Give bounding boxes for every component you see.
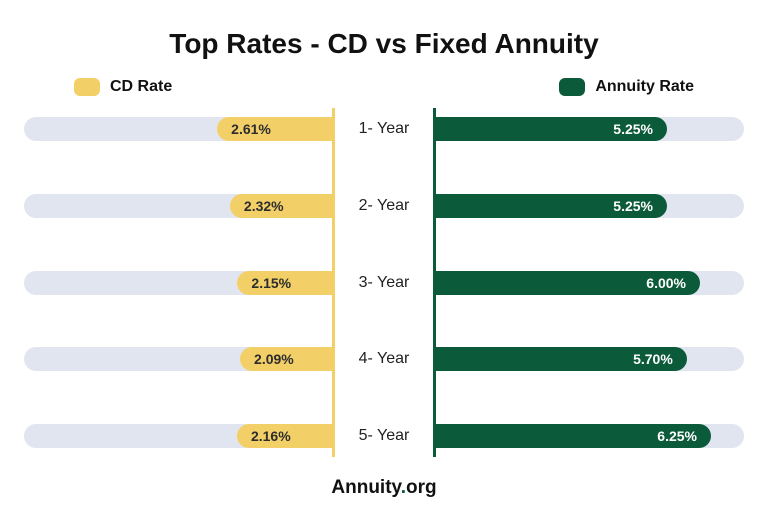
chart-title: Top Rates - CD vs Fixed Annuity: [24, 28, 744, 60]
legend-swatch-annuity: [559, 78, 585, 96]
year-label: 2- Year: [332, 197, 436, 215]
cd-rate-value: 2.32%: [244, 198, 284, 214]
footer-brand: Annuity.org: [24, 477, 744, 499]
annuity-rate-bar: 5.25%: [436, 194, 667, 218]
bar-side-right: 5.25%: [436, 191, 744, 221]
cd-rate-value: 2.09%: [254, 351, 294, 367]
cd-rate-bar: 2.61%: [217, 117, 332, 141]
diverging-bar-chart: 2.61% 1- Year 5.25% 2.32% 2- Year 5.25% 2.15% 3…: [24, 114, 744, 461]
annuity-rate-bar: 5.70%: [436, 347, 687, 371]
year-label: 1- Year: [332, 120, 436, 138]
axis-line-left: [332, 108, 335, 457]
legend-item-cd: CD Rate: [74, 78, 172, 96]
year-label: 5- Year: [332, 427, 436, 445]
chart-row: 2.32% 2- Year 5.25%: [24, 191, 744, 221]
bar-side-right: 5.25%: [436, 114, 744, 144]
year-label: 3- Year: [332, 274, 436, 292]
annuity-rate-value: 5.25%: [613, 121, 653, 137]
annuity-rate-bar: 6.25%: [436, 424, 711, 448]
cd-rate-bar: 2.32%: [230, 194, 332, 218]
cd-rate-value: 2.61%: [231, 121, 271, 137]
annuity-rate-value: 6.25%: [657, 428, 697, 444]
brand-tld: org: [406, 477, 437, 498]
bar-side-right: 6.25%: [436, 421, 744, 451]
annuity-rate-value: 5.70%: [633, 351, 673, 367]
legend-item-annuity: Annuity Rate: [559, 78, 694, 96]
bar-side-left: 2.32%: [24, 191, 332, 221]
bar-side-right: 5.70%: [436, 344, 744, 374]
annuity-rate-value: 5.25%: [613, 198, 653, 214]
chart-row: 2.16% 5- Year 6.25%: [24, 421, 744, 451]
bar-side-right: 6.00%: [436, 268, 744, 298]
bar-side-left: 2.09%: [24, 344, 332, 374]
cd-rate-bar: 2.16%: [237, 424, 332, 448]
bar-side-left: 2.16%: [24, 421, 332, 451]
year-label: 4- Year: [332, 350, 436, 368]
legend: CD Rate Annuity Rate: [24, 78, 744, 96]
cd-rate-value: 2.15%: [251, 275, 291, 291]
annuity-rate-bar: 5.25%: [436, 117, 667, 141]
legend-swatch-cd: [74, 78, 100, 96]
chart-row: 2.09% 4- Year 5.70%: [24, 344, 744, 374]
cd-rate-value: 2.16%: [251, 428, 291, 444]
legend-label-cd: CD Rate: [110, 78, 172, 96]
legend-label-annuity: Annuity Rate: [595, 78, 694, 96]
cd-rate-bar: 2.09%: [240, 347, 332, 371]
annuity-rate-bar: 6.00%: [436, 271, 700, 295]
brand-name: Annuity: [331, 477, 400, 498]
chart-row: 2.15% 3- Year 6.00%: [24, 268, 744, 298]
bar-side-left: 2.15%: [24, 268, 332, 298]
annuity-rate-value: 6.00%: [646, 275, 686, 291]
chart-row: 2.61% 1- Year 5.25%: [24, 114, 744, 144]
bar-side-left: 2.61%: [24, 114, 332, 144]
cd-rate-bar: 2.15%: [237, 271, 332, 295]
